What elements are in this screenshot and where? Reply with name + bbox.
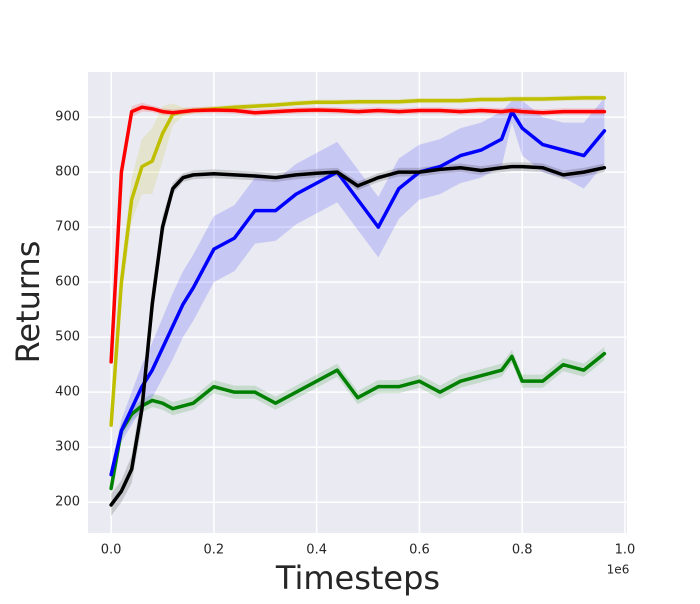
line [109,351,607,491]
x-tick-label: 0.6 [409,543,430,558]
error-band [111,97,605,483]
y-tick-label: 700 [55,220,80,235]
line [109,109,607,477]
line [109,96,607,427]
y-axis-label: Returns [9,241,47,364]
y-tick-label: 800 [55,165,80,180]
x-tick-label: 0.8 [512,543,533,558]
y-tick-label: 500 [55,330,80,345]
y-tick-label: 900 [55,110,80,125]
plot-area [88,72,627,533]
y-tick-label: 300 [55,440,80,455]
error-band [111,95,605,431]
y-tick-label: 400 [55,385,80,400]
x-tick-label: 0.4 [306,543,327,558]
line [109,105,607,364]
y-tick-label: 200 [55,495,80,510]
x-offset-label: 1e6 [607,563,630,577]
y-tick-label: 600 [55,275,80,290]
grid [88,72,627,533]
x-tick-label: 0.0 [101,543,122,558]
marks [109,95,607,516]
line [109,164,607,507]
x-axis-label: Timesteps [275,559,440,597]
x-tick-label: 1.0 [615,543,636,558]
x-tick-label: 0.2 [204,543,225,558]
